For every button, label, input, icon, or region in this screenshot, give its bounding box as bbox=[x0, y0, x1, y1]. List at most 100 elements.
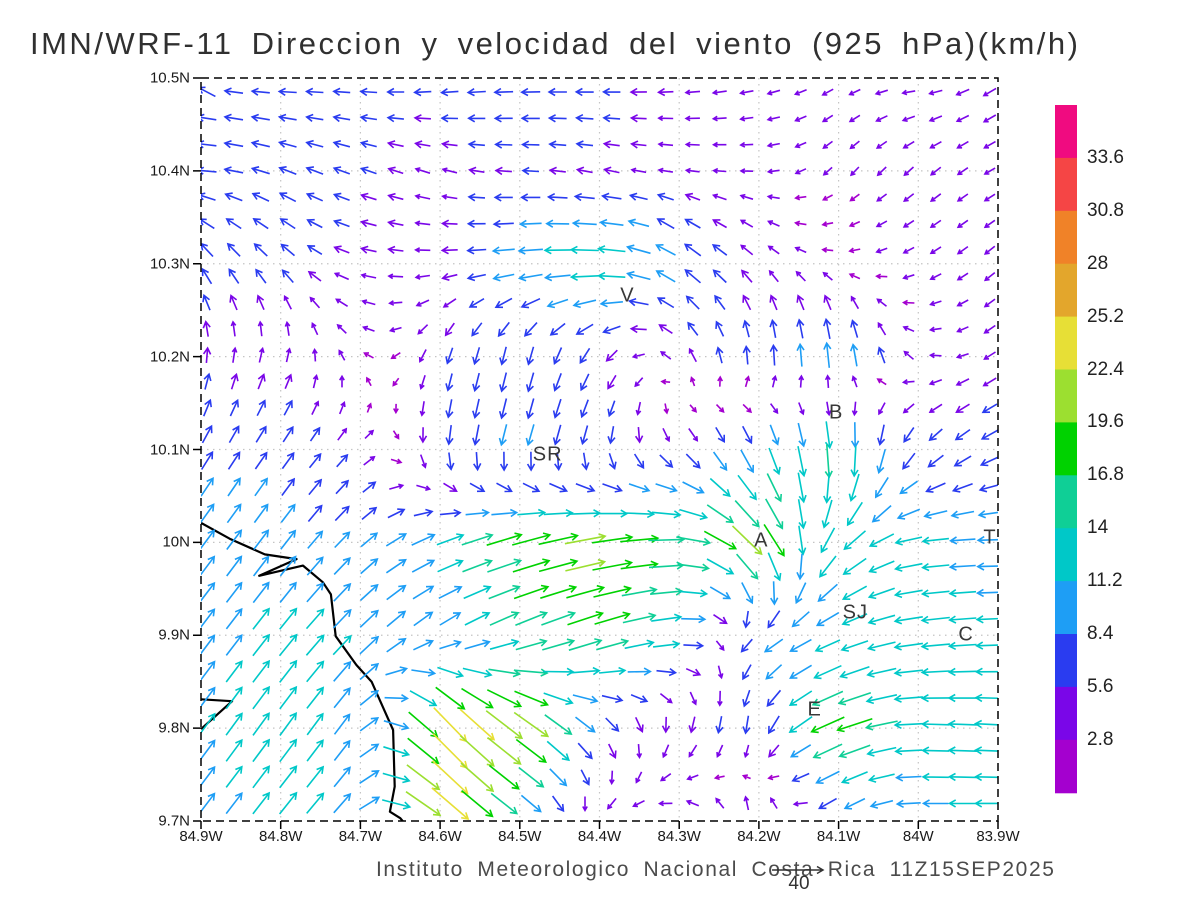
colorbar-segment bbox=[1055, 105, 1077, 159]
wind-vector bbox=[659, 773, 672, 782]
wind-vector bbox=[333, 687, 351, 709]
wind-vector bbox=[201, 267, 213, 285]
station-label-sr: SR bbox=[532, 443, 563, 466]
wind-vector bbox=[383, 746, 411, 757]
wind-vector bbox=[414, 273, 431, 280]
wind-vector bbox=[440, 114, 459, 123]
wind-vector bbox=[658, 324, 673, 334]
wind-vector bbox=[770, 797, 778, 809]
wind-vector bbox=[494, 140, 513, 149]
wind-vector bbox=[513, 711, 550, 738]
colorbar-tick-label: 22.4 bbox=[1087, 358, 1124, 380]
wind-vector bbox=[893, 562, 923, 572]
wind-vector bbox=[546, 298, 569, 309]
wind-vector bbox=[794, 582, 807, 605]
wind-vector bbox=[515, 611, 549, 626]
wind-vector bbox=[689, 404, 698, 413]
wind-vector bbox=[554, 452, 563, 472]
wind-vector bbox=[383, 720, 410, 731]
wind-vector bbox=[441, 193, 458, 200]
wind-vector bbox=[567, 611, 605, 626]
wind-vector bbox=[338, 349, 346, 361]
wind-vector bbox=[225, 634, 243, 656]
wind-vector bbox=[466, 219, 486, 228]
wind-vector bbox=[711, 193, 727, 201]
wind-vector bbox=[201, 792, 216, 813]
wind-vector bbox=[574, 87, 594, 97]
wind-vector bbox=[419, 375, 426, 390]
wind-vector bbox=[954, 428, 971, 441]
wind-vector bbox=[538, 558, 579, 573]
wind-vector bbox=[520, 87, 541, 97]
wind-vector bbox=[437, 666, 465, 679]
wind-vector bbox=[392, 377, 400, 387]
wind-vector bbox=[575, 716, 596, 733]
wind-vector bbox=[306, 712, 324, 736]
wind-vector bbox=[902, 452, 916, 470]
wind-vector bbox=[742, 403, 753, 414]
wind-vector bbox=[770, 581, 779, 606]
wind-vector bbox=[385, 666, 409, 676]
wind-vector bbox=[308, 478, 323, 496]
wind-vector bbox=[254, 451, 268, 470]
wind-vector bbox=[681, 614, 707, 624]
wind-vector bbox=[711, 244, 728, 256]
wind-vector bbox=[201, 140, 217, 149]
wind-vector bbox=[920, 641, 950, 651]
wind-vector bbox=[305, 192, 324, 202]
wind-vector bbox=[445, 424, 454, 446]
wind-vector bbox=[201, 192, 216, 201]
wind-vector bbox=[492, 273, 515, 282]
wind-vector bbox=[306, 218, 323, 229]
wind-vector bbox=[386, 87, 405, 97]
wind-vector bbox=[982, 87, 997, 97]
wind-vector bbox=[360, 272, 377, 279]
wind-vector bbox=[874, 89, 889, 96]
wind-vector bbox=[712, 219, 727, 229]
wind-vector bbox=[472, 398, 481, 420]
wind-vector bbox=[305, 634, 325, 656]
wind-vector bbox=[903, 166, 915, 177]
wind-vector bbox=[418, 427, 428, 444]
wind-vector bbox=[769, 343, 778, 366]
wind-vector bbox=[223, 113, 244, 122]
wind-vector bbox=[608, 453, 617, 471]
lon-tick-label: 84.3W bbox=[657, 828, 701, 845]
wind-vector bbox=[712, 167, 727, 174]
colorbar bbox=[1055, 105, 1077, 794]
wind-vector bbox=[359, 635, 380, 655]
wind-vector bbox=[976, 562, 998, 571]
colorbar-segment bbox=[1055, 210, 1077, 265]
wind-vector bbox=[703, 530, 738, 550]
wind-vector bbox=[439, 508, 462, 518]
wind-vector bbox=[226, 503, 242, 524]
wind-vector bbox=[440, 140, 458, 149]
wind-vector bbox=[521, 166, 540, 176]
colorbar-segment bbox=[1055, 263, 1077, 318]
wind-vector bbox=[841, 613, 868, 626]
wind-vector bbox=[810, 716, 845, 734]
wind-vector bbox=[956, 245, 969, 255]
wind-vector bbox=[543, 246, 571, 255]
wind-vector bbox=[332, 87, 351, 96]
wind-vector bbox=[359, 113, 378, 123]
wind-vector bbox=[789, 638, 812, 652]
wind-vector bbox=[431, 787, 470, 821]
wind-vector bbox=[570, 666, 601, 676]
wind-vector bbox=[950, 510, 975, 519]
wind-vector bbox=[387, 245, 404, 255]
wind-vector bbox=[716, 690, 723, 707]
wind-vector bbox=[920, 719, 950, 729]
wind-vector bbox=[256, 294, 265, 311]
wind-vector bbox=[461, 532, 494, 546]
wind-vector bbox=[513, 584, 550, 600]
wind-vector bbox=[332, 140, 351, 149]
wind-vector bbox=[836, 717, 873, 733]
wind-vector bbox=[688, 347, 698, 363]
wind-vector bbox=[252, 712, 270, 736]
wind-vector bbox=[201, 450, 214, 470]
wind-vector bbox=[387, 192, 404, 201]
colorbar-tick-label: 33.6 bbox=[1087, 146, 1124, 168]
wind-vector bbox=[278, 192, 297, 203]
wind-vector bbox=[626, 270, 651, 281]
